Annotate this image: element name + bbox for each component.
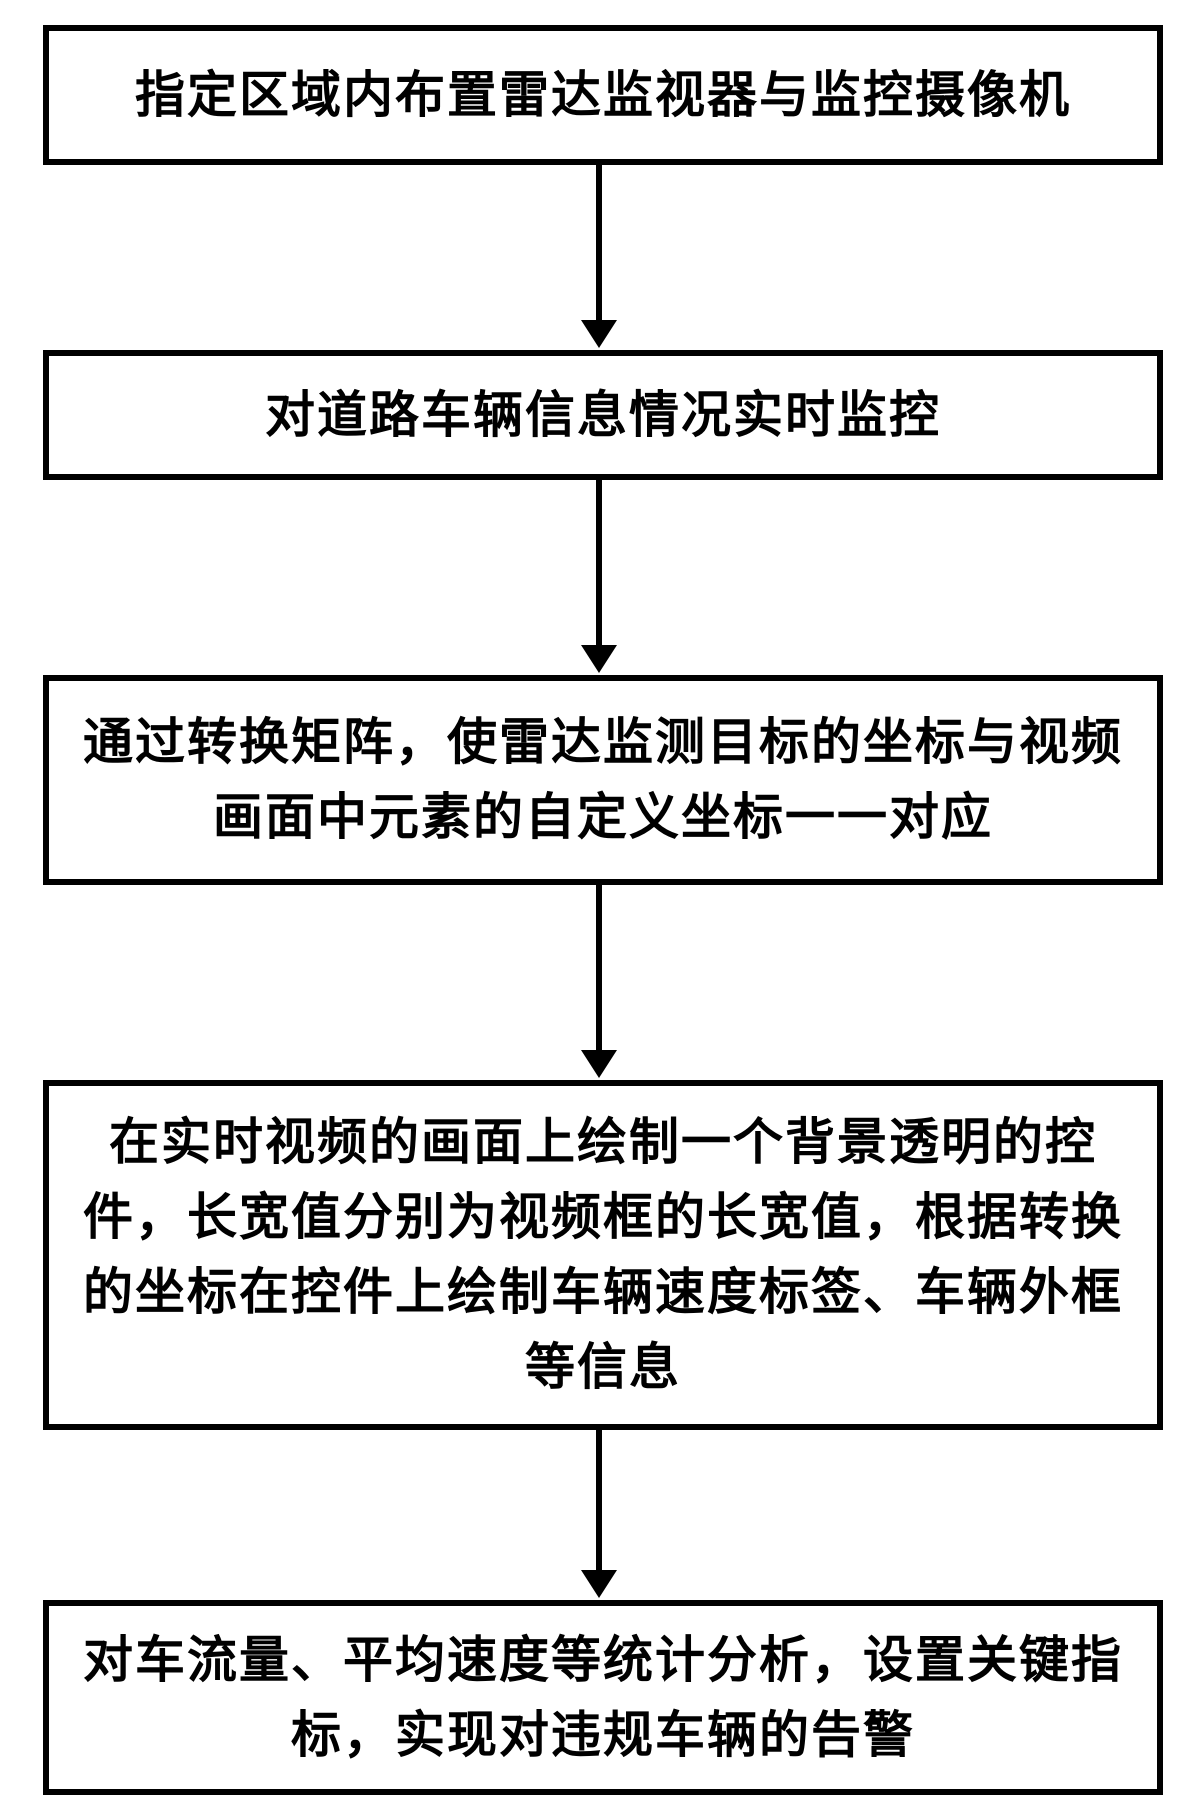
flowchart-step-1: 指定区域内布置雷达监视器与监控摄像机 (43, 25, 1163, 165)
flowchart-arrow-1 (581, 165, 617, 348)
flowchart-container: 指定区域内布置雷达监视器与监控摄像机 对道路车辆信息情况实时监控 通过转换矩阵，… (0, 0, 1198, 1805)
flowchart-step-5-text: 对车流量、平均速度等统计分析，设置关键指标，实现对违规车辆的告警 (79, 1623, 1127, 1773)
flowchart-step-3-text: 通过转换矩阵，使雷达监测目标的坐标与视频画面中元素的自定义坐标一一对应 (79, 705, 1127, 855)
flowchart-step-5: 对车流量、平均速度等统计分析，设置关键指标，实现对违规车辆的告警 (43, 1600, 1163, 1795)
flowchart-arrow-3 (581, 885, 617, 1078)
flowchart-arrow-2 (581, 480, 617, 673)
flowchart-step-4: 在实时视频的画面上绘制一个背景透明的控件，长宽值分别为视频框的长宽值，根据转换的… (43, 1080, 1163, 1430)
flowchart-step-2-text: 对道路车辆信息情况实时监控 (265, 378, 941, 453)
flowchart-step-3: 通过转换矩阵，使雷达监测目标的坐标与视频画面中元素的自定义坐标一一对应 (43, 675, 1163, 885)
flowchart-step-2: 对道路车辆信息情况实时监控 (43, 350, 1163, 480)
flowchart-arrow-4 (581, 1430, 617, 1598)
flowchart-step-4-text: 在实时视频的画面上绘制一个背景透明的控件，长宽值分别为视频框的长宽值，根据转换的… (79, 1105, 1127, 1405)
flowchart-step-1-text: 指定区域内布置雷达监视器与监控摄像机 (135, 58, 1071, 133)
